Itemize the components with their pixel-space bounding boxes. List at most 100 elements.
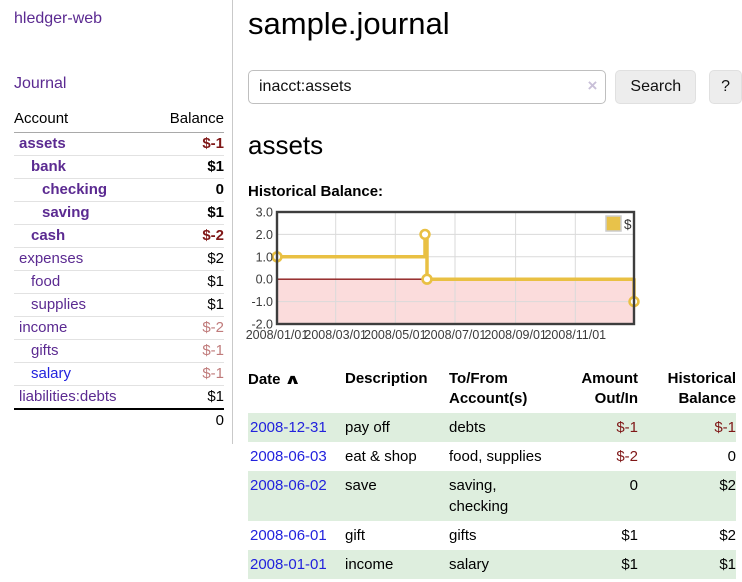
transaction-accounts: debts [449, 419, 486, 436]
account-link-checking[interactable]: checking [42, 181, 108, 198]
account-row: salary $-1 [14, 362, 224, 386]
transaction-balance: $2 [719, 527, 736, 544]
transaction-row: 2008-06-01 gift gifts $1 $2 [248, 521, 736, 550]
transaction-balance: $2 [719, 477, 736, 494]
account-link-saving[interactable]: saving [42, 204, 90, 221]
account-row: expenses $2 [14, 247, 224, 271]
transaction-description: gift [345, 527, 366, 544]
svg-text:2008/09/01: 2008/09/01 [484, 328, 547, 342]
svg-text:0.0: 0.0 [256, 273, 273, 287]
transaction-description: save [345, 477, 377, 494]
transaction-balance: $1 [719, 556, 736, 573]
search-input[interactable] [248, 70, 607, 104]
transaction-row: 2008-06-02 save saving, checking 0 $2 [248, 471, 736, 521]
account-link-bank[interactable]: bank [31, 158, 67, 175]
account-link-liabilities-debts[interactable]: liabilities:debts [19, 388, 117, 405]
accounts-table: Account Balance assets $-1 bank $1 check… [14, 107, 224, 432]
account-link-gifts[interactable]: gifts [31, 342, 59, 359]
account-row: cash $-2 [14, 224, 224, 248]
account-link-assets[interactable]: assets [19, 135, 66, 152]
svg-text:2.0: 2.0 [256, 228, 273, 242]
account-row: supplies $1 [14, 293, 224, 317]
transaction-date-link[interactable]: 2008-06-01 [250, 527, 327, 544]
transaction-description: income [345, 556, 394, 573]
account-link-expenses[interactable]: expenses [19, 250, 84, 267]
account-row: checking 0 [14, 178, 224, 202]
account-row: saving $1 [14, 201, 224, 225]
transaction-description: eat & shop [345, 448, 417, 465]
column-header-date[interactable]: Date ∧ [248, 367, 345, 413]
transaction-row: 2008-06-03 eat & shop food, supplies $-2… [248, 442, 736, 471]
accounts-header-balance: Balance [151, 107, 224, 133]
search-form: × Search ? [248, 70, 742, 104]
chart-svg: $ 3.0 2.0 1.0 0.0 -1.0 -2.0 2008/01/01 2… [246, 206, 640, 342]
svg-text:-2.0: -2.0 [251, 318, 273, 332]
transaction-balance: 0 [727, 448, 736, 465]
transaction-amount: 0 [629, 477, 638, 494]
account-link-supplies[interactable]: supplies [31, 296, 87, 313]
sidebar: hledger-web Journal Account Balance asse… [0, 0, 233, 444]
transaction-row: 2008-12-31 pay off debts $-1 $-1 [248, 413, 736, 442]
sort-ascending-icon: ∧ [283, 371, 301, 387]
transaction-accounts: gifts [449, 527, 477, 544]
app-title-link[interactable]: hledger-web [14, 10, 103, 27]
svg-text:2008/07/01: 2008/07/01 [424, 328, 487, 342]
svg-text:2008/03/01: 2008/03/01 [304, 328, 367, 342]
page-title: sample.journal [248, 6, 450, 41]
clear-search-icon[interactable]: × [587, 76, 598, 95]
account-balance: $1 [151, 385, 224, 410]
accounts-header-account: Account [14, 107, 152, 133]
account-balance: $1 [151, 201, 224, 225]
svg-text:1.0: 1.0 [256, 250, 273, 264]
transaction-amount: $-2 [616, 448, 638, 465]
account-balance: $-1 [151, 362, 224, 386]
transaction-date-link[interactable]: 2008-06-02 [250, 477, 327, 494]
legend-label: $ [624, 217, 632, 232]
account-row: gifts $-1 [14, 339, 224, 363]
transaction-amount: $-1 [616, 419, 638, 436]
transaction-accounts: salary [449, 556, 490, 573]
account-link-income[interactable]: income [19, 319, 68, 336]
account-link-cash[interactable]: cash [31, 227, 66, 244]
transaction-date-link[interactable]: 2008-06-03 [250, 448, 327, 465]
transaction-amount: $1 [621, 527, 638, 544]
account-balance: $1 [151, 155, 224, 179]
column-header-description: Description [345, 370, 428, 387]
transaction-row: 2008-01-01 income salary $1 $1 [248, 550, 736, 579]
account-balance: $-1 [151, 132, 224, 156]
column-header-historical-balance: Historical Balance [667, 370, 736, 407]
main-content: sample.journal × Search ? assets Histori… [233, 0, 742, 582]
sidebar-item-journal[interactable]: Journal [14, 75, 67, 92]
transaction-accounts: saving, checking [449, 477, 509, 515]
svg-text:2008/11/01: 2008/11/01 [544, 328, 606, 342]
chart-label: Historical Balance: [248, 183, 384, 200]
svg-text:2008/05/01: 2008/05/01 [364, 328, 427, 342]
account-balance: $2 [151, 247, 224, 271]
chart-legend: $ [605, 215, 632, 232]
svg-text:3.0: 3.0 [256, 206, 273, 220]
svg-text:-1.0: -1.0 [251, 295, 273, 309]
account-row: bank $1 [14, 155, 224, 179]
accounts-total-value: 0 [151, 408, 224, 432]
register-table: Date ∧ Description To/From Account(s) Amo… [248, 367, 736, 579]
historical-balance-chart: $ 3.0 2.0 1.0 0.0 -1.0 -2.0 2008/01/01 2… [246, 206, 742, 353]
help-button[interactable]: ? [709, 70, 742, 104]
register-header-row: Date ∧ Description To/From Account(s) Amo… [248, 367, 736, 413]
transaction-accounts: food, supplies [449, 448, 542, 465]
account-link-food[interactable]: food [31, 273, 61, 290]
transaction-date-link[interactable]: 2008-12-31 [250, 419, 327, 436]
transaction-description: pay off [345, 419, 390, 436]
transaction-date-link[interactable]: 2008-01-01 [250, 556, 327, 573]
transaction-amount: $1 [621, 556, 638, 573]
account-balance: $-2 [151, 316, 224, 340]
account-balance: 0 [151, 178, 224, 202]
account-row: income $-2 [14, 316, 224, 340]
account-balance: $1 [151, 270, 224, 294]
search-button[interactable]: Search [615, 70, 697, 104]
register-account-title: assets [248, 130, 324, 160]
account-balance: $-1 [151, 339, 224, 363]
account-row: assets $-1 [14, 132, 224, 156]
svg-text:2008/01/01: 2008/01/01 [246, 328, 309, 342]
account-link-salary[interactable]: salary [31, 365, 72, 382]
